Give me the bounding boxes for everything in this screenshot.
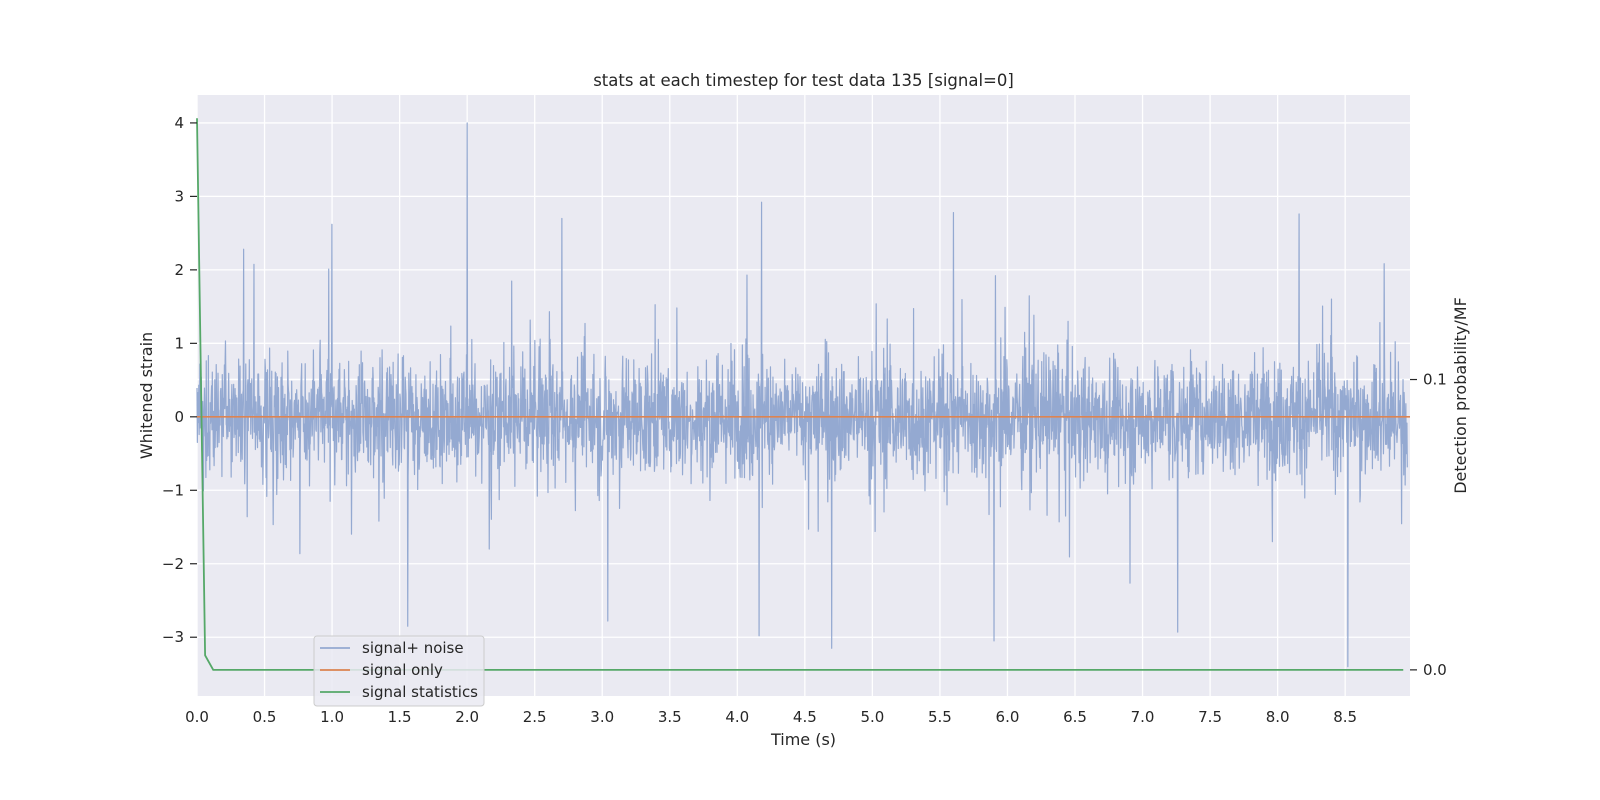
y2-axis-label: Detection probability/MF	[1451, 297, 1470, 494]
signal-statistics-line	[196, 118, 1404, 671]
y2-tick-label: 0.1	[1423, 371, 1447, 389]
legend-label: signal statistics	[362, 683, 478, 701]
chart-title: stats at each timestep for test data 135…	[593, 71, 1014, 90]
x-tick-label: 0.5	[253, 708, 277, 726]
y-tick-label: −2	[162, 555, 184, 573]
x-tick-label: 8.0	[1266, 708, 1290, 726]
series-signal-plus-noise	[196, 122, 1408, 668]
legend-label: signal only	[362, 661, 443, 679]
x-tick-label: 5.0	[860, 708, 884, 726]
x-tick-label: 7.5	[1198, 708, 1222, 726]
x-tick-label: 1.0	[320, 708, 344, 726]
x-tick-label: 2.0	[455, 708, 479, 726]
signal-plus-noise-line	[196, 122, 1408, 668]
legend-frame	[313, 635, 485, 707]
x-tick-label: 3.5	[658, 708, 682, 726]
x-axis-label: Time (s)	[770, 730, 836, 749]
axes: 0.0 0.5 1.0 1.5 2.0 2.5 3.0 3.5 4.0 4.5 5.0 5.5 6.0 6…	[162, 114, 1447, 726]
x-tick-label: 2.5	[523, 708, 547, 726]
y-tick-label: 3	[174, 187, 184, 205]
x-tick-label: 0.0	[185, 708, 209, 726]
y-tick-label: 1	[174, 334, 184, 352]
y-axis-label: Whitened strain	[137, 332, 156, 459]
x-tick-label: 6.0	[996, 708, 1020, 726]
x-tick-label: 1.5	[388, 708, 412, 726]
x-tick-label: 4.5	[793, 708, 817, 726]
x-tick-label: 8.5	[1333, 708, 1357, 726]
legend-label: signal+ noise	[362, 639, 464, 657]
y-tick-label: 4	[174, 114, 184, 132]
series-signal-statistics	[196, 118, 1404, 671]
x-tick-label: 3.0	[590, 708, 614, 726]
x-tick-label: 7.0	[1131, 708, 1155, 726]
y2-tick-label: 0.0	[1423, 661, 1447, 679]
y-tick-label: 2	[174, 261, 184, 279]
y-tick-label: −3	[162, 628, 184, 646]
legend: signal+ noise signal only signal statistic…	[313, 635, 485, 707]
x-tick-label: 5.5	[928, 708, 952, 726]
x-tick-label: 4.0	[725, 708, 749, 726]
y-tick-label: 0	[174, 408, 184, 426]
y-tick-label: −1	[162, 481, 184, 499]
x-tick-label: 6.5	[1063, 708, 1087, 726]
